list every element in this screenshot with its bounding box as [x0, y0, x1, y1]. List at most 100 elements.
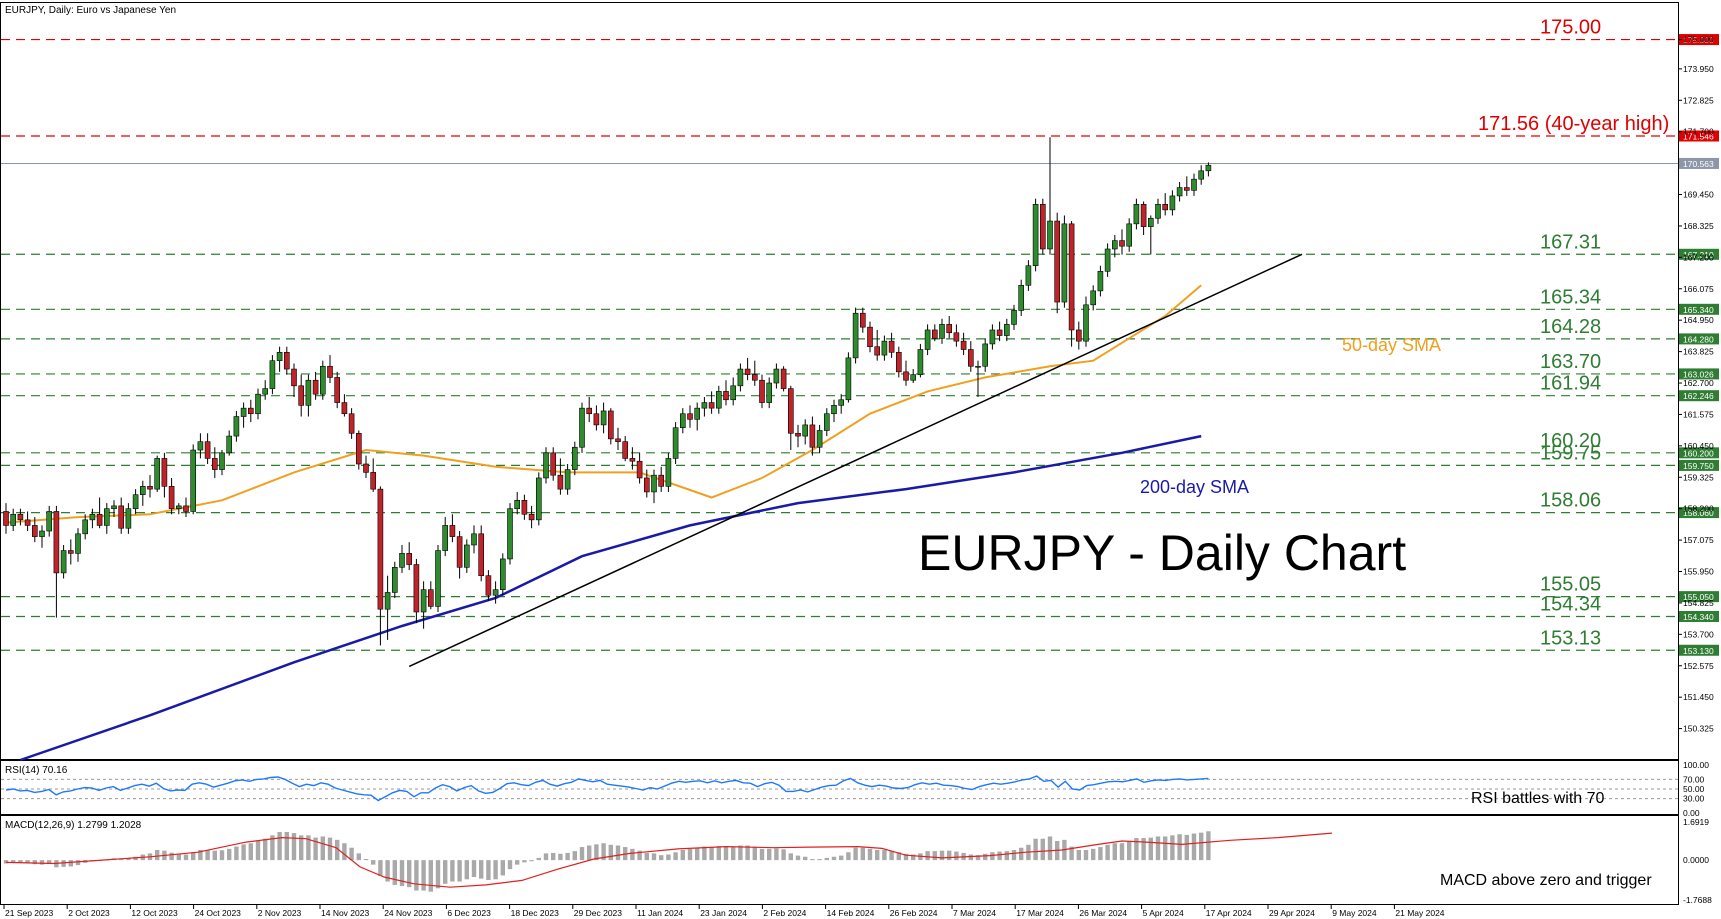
candle-body: [478, 533, 485, 576]
price-axis-tick-label: 161.575: [1683, 409, 1714, 419]
candle-body: [730, 385, 737, 401]
rsi-title: RSI(14) 70.16: [5, 765, 68, 776]
macd-histogram-bar: [241, 844, 246, 861]
macd-histogram-bar: [486, 860, 491, 880]
candle-body: [1090, 290, 1096, 306]
price-axis-tick-label: 162.700: [1683, 378, 1714, 388]
candle-body: [701, 402, 708, 409]
macd-histogram-bar: [608, 844, 613, 861]
candle-body: [75, 533, 81, 554]
candle-body: [1018, 284, 1025, 311]
macd-histogram-bar: [1083, 849, 1089, 861]
macd-histogram-bar: [1184, 834, 1189, 861]
time-axis-tick-label: 24 Nov 2023: [384, 908, 432, 918]
macd-histogram-bar: [997, 851, 1002, 861]
time-axis-tick-label: 9 May 2024: [1332, 908, 1377, 918]
candle-body: [89, 513, 96, 521]
level-axis-tag: [1679, 130, 1719, 142]
price-axis-tick-label: 151.450: [1683, 692, 1714, 702]
candle-body: [492, 589, 499, 596]
candle-body: [543, 452, 549, 479]
level-label: 161.94: [1540, 373, 1601, 395]
candle-body: [255, 393, 261, 415]
candle-body: [435, 550, 441, 607]
candle-body: [903, 371, 909, 381]
level-axis-tag-label: 153.130: [1683, 646, 1714, 656]
macd-histogram-bar: [875, 849, 880, 861]
macd-histogram-bar: [219, 850, 225, 861]
macd-histogram-bar: [1170, 835, 1175, 861]
macd-histogram-bar: [867, 848, 873, 861]
macd-histogram-bar: [795, 855, 801, 861]
level-axis-tag: [1679, 368, 1719, 380]
candle-body: [564, 469, 571, 490]
price-axis-tick-label: 166.075: [1683, 284, 1714, 294]
candle-body: [276, 352, 283, 361]
macd-histogram-bar: [212, 850, 217, 861]
candle-body: [499, 558, 506, 590]
candle-body: [463, 544, 470, 568]
candle-body: [636, 460, 643, 479]
macd-histogram-bar: [450, 860, 455, 882]
macd-histogram-bar: [198, 849, 203, 861]
rsi-axis-tick-label: 100.00: [1683, 760, 1709, 770]
macd-histogram-bar: [39, 860, 45, 865]
time-axis-tick-label: 7 Mar 2024: [953, 908, 996, 918]
time-axis-tick-label: 17 Apr 2024: [1206, 908, 1252, 918]
macd-histogram-bar: [759, 848, 765, 861]
candle-body: [1205, 164, 1212, 172]
macd-histogram-bar: [651, 853, 657, 861]
candle-body: [939, 324, 945, 339]
candle-body: [1097, 271, 1104, 292]
level-axis-tag: [1679, 610, 1719, 622]
price-axis-tick-label: 159.325: [1683, 472, 1714, 482]
level-axis-tag-label: 160.200: [1683, 448, 1714, 458]
price-axis-tick-label: 171.700: [1683, 127, 1714, 137]
candle-body: [600, 410, 607, 426]
candle-body: [319, 365, 326, 395]
macd-histogram-bar: [803, 856, 808, 861]
macd-histogram-bar: [860, 847, 865, 861]
candle-body: [262, 388, 269, 395]
macd-histogram-bar: [385, 860, 390, 882]
macd-histogram-bar: [378, 860, 383, 876]
macd-histogram-bar: [464, 860, 469, 880]
candle-body: [183, 505, 189, 512]
macd-histogram-bar: [327, 837, 333, 861]
candle-body: [1155, 204, 1161, 219]
time-axis-tick-label: 29 Apr 2024: [1269, 908, 1315, 918]
macd-histogram-bar: [169, 852, 174, 861]
macd-histogram-bar: [853, 847, 858, 861]
macd-histogram-bar: [270, 835, 275, 861]
candle-body: [190, 449, 196, 512]
macd-histogram-bar: [673, 852, 678, 861]
candle-body: [967, 349, 974, 367]
macd-histogram-bar: [1141, 838, 1146, 861]
candle-body: [643, 477, 650, 493]
macd-histogram-bar: [306, 835, 311, 861]
macd-histogram-bar: [781, 849, 786, 861]
macd-histogram-bar: [1033, 838, 1038, 861]
candle-body: [406, 553, 413, 565]
macd-histogram-bar: [126, 858, 131, 861]
macd-histogram-bar: [1155, 836, 1161, 861]
macd-histogram-bar: [975, 855, 981, 861]
candle-body: [881, 340, 888, 356]
candle-body: [586, 407, 593, 415]
macd-histogram-bar: [551, 852, 556, 861]
candle-body: [715, 391, 722, 409]
candle-body: [557, 474, 564, 490]
candle-body: [852, 312, 859, 359]
time-axis-tick-label: 18 Dec 2023: [511, 908, 559, 918]
macd-histogram-bar: [191, 852, 196, 861]
rsi-axis-tick-label: 30.00: [1683, 794, 1705, 804]
price-axis-tick-label: 163.825: [1683, 347, 1714, 357]
level-axis-tag: [1679, 303, 1719, 315]
macd-histogram-bar: [630, 848, 635, 861]
time-axis-tick-label: 2 Feb 2024: [763, 908, 806, 918]
candle-body: [1169, 195, 1176, 211]
candle-body: [535, 477, 542, 521]
candle-body: [744, 368, 751, 375]
macd-histogram-bar: [1191, 833, 1197, 861]
macd-histogram-bar: [11, 860, 16, 863]
